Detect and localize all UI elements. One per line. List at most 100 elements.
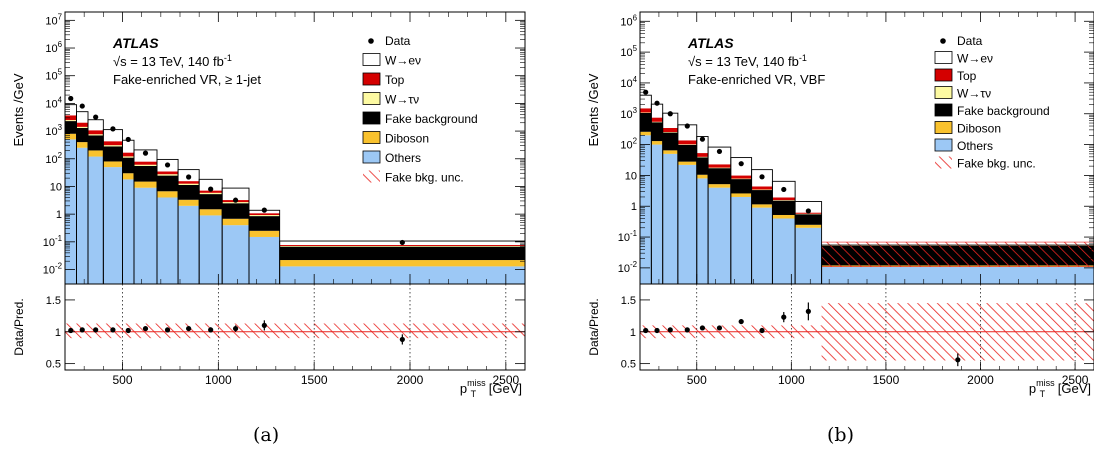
stack-top-bin: [134, 161, 157, 165]
legend-swatch-hatch: [363, 170, 380, 183]
ratio-point: [805, 308, 811, 314]
stack-others-bin: [708, 187, 731, 284]
stack-w-e--bin: [122, 140, 134, 153]
stack-top-bin: [249, 213, 280, 216]
legend-label: W→τν: [957, 87, 991, 101]
y-axis-label: Events /GeV: [11, 73, 26, 146]
y-tick-label: 1: [56, 209, 62, 221]
ratio-point: [716, 325, 723, 331]
stack-fake-background-bin: [157, 175, 179, 192]
stack-diboson-bin: [88, 150, 104, 157]
ratio-point: [93, 327, 99, 333]
stack-fake-background-bin: [178, 184, 200, 200]
stack-w-e--bin: [662, 113, 678, 129]
stack-diboson-bin: [103, 161, 123, 168]
stack-top-bin: [730, 175, 752, 179]
stack-w-e--bin: [795, 201, 822, 213]
stack-fake-background-bin: [122, 157, 134, 174]
stack-diboson-bin: [795, 224, 822, 228]
data-point: [643, 89, 649, 95]
ratio-uncertainty-band: [65, 323, 525, 339]
y-tick-label: 10: [625, 170, 637, 182]
stack-w-e--bin: [696, 136, 709, 154]
x-axis-label: pmiss T [GeV]: [460, 378, 522, 399]
y-tick-label: 103: [620, 106, 637, 121]
y-tick-label: 102: [620, 137, 637, 152]
stack-diboson-bin: [279, 260, 525, 267]
ratio-point: [781, 314, 787, 320]
stack-others-bin: [249, 236, 280, 284]
y-tick-label: 10-1: [618, 229, 638, 244]
y-axis-label: Events /GeV: [586, 73, 601, 146]
stack-w--bin: [103, 145, 123, 147]
panel-a: 10-2 10-1 1 10 102 103 104 105 106 107 Events /GeV…: [11, 11, 526, 399]
ratio-point: [955, 357, 961, 363]
stack-others-bin: [134, 187, 157, 284]
stack-diboson-bin: [157, 191, 179, 198]
ratio-point: [759, 327, 765, 334]
legend-swatch: [362, 150, 381, 164]
stack-w-e--bin: [65, 104, 77, 116]
ratio-y-axis-label: Data/Pred.: [587, 298, 601, 355]
y-tick-label: 10-2: [618, 260, 637, 275]
stack-diboson-bin: [76, 142, 88, 148]
data-point: [79, 103, 85, 109]
stack-top-bin: [76, 122, 88, 127]
ratio-point: [79, 327, 85, 333]
stack-w--bin: [76, 126, 88, 128]
stack-diboson-bin: [249, 230, 280, 237]
stack-w-e--bin: [730, 157, 752, 176]
stack-top-bin: [103, 141, 123, 146]
stack-diboson-bin: [199, 209, 223, 216]
stack-diboson-bin: [65, 133, 77, 140]
data-point: [93, 114, 99, 120]
ratio-point: [684, 327, 690, 333]
stack-others-bin: [640, 135, 652, 284]
stack-w--bin: [751, 189, 773, 191]
data-point: [667, 111, 673, 117]
ratio-point: [738, 318, 744, 325]
data-point: [164, 162, 171, 168]
y-tick-label: 106: [620, 13, 637, 28]
stack-w--bin: [677, 144, 697, 145]
y-tick-label: 104: [45, 95, 62, 110]
stack-fake-background-bin: [662, 132, 678, 151]
legend-label: Fake bkg. unc.: [385, 171, 464, 185]
stack-top-bin: [696, 153, 709, 157]
stack-fake-background-bin: [651, 122, 663, 142]
ratio-y-axis-label: Data/Pred.: [12, 298, 26, 355]
stack-top-bin: [651, 117, 663, 122]
stack-w--bin: [157, 174, 179, 176]
stack-w-e--bin: [677, 124, 697, 141]
stack-others-bin: [795, 227, 822, 284]
stack-diboson-bin: [222, 218, 249, 226]
stack-others-bin: [821, 266, 1094, 284]
y-tick-label: 105: [620, 44, 637, 59]
stack-w-e--bin: [103, 129, 123, 142]
ratio-point: [667, 327, 673, 333]
stack-w--bin: [662, 132, 678, 133]
stack-others-bin: [88, 156, 104, 284]
ratio-point: [232, 325, 239, 332]
data-point: [781, 186, 787, 193]
stack-fake-background-bin: [696, 157, 709, 175]
stack-diboson-bin: [751, 204, 773, 208]
y-tick-label: 104: [620, 75, 637, 90]
legend-swatch: [934, 86, 953, 99]
x-tick-label: 2500: [492, 373, 519, 387]
legend-marker-data: [940, 38, 946, 44]
legend-swatch: [362, 92, 381, 105]
stack-top-bin: [88, 130, 104, 135]
y-tick-label: 106: [45, 40, 62, 55]
region-label: Fake-enriched VR, VBF: [688, 72, 825, 87]
data-point: [261, 207, 267, 213]
legend-swatch: [362, 131, 381, 144]
stack-others-bin: [178, 205, 200, 284]
stack-fake-background-bin: [640, 112, 652, 132]
x-tick-label: 1500: [301, 373, 328, 387]
stack-w-e--bin: [134, 149, 157, 162]
legend-label: W→eν: [957, 52, 993, 66]
experiment-label: ATLAS: [112, 35, 159, 51]
stack-w--bin: [249, 215, 280, 217]
